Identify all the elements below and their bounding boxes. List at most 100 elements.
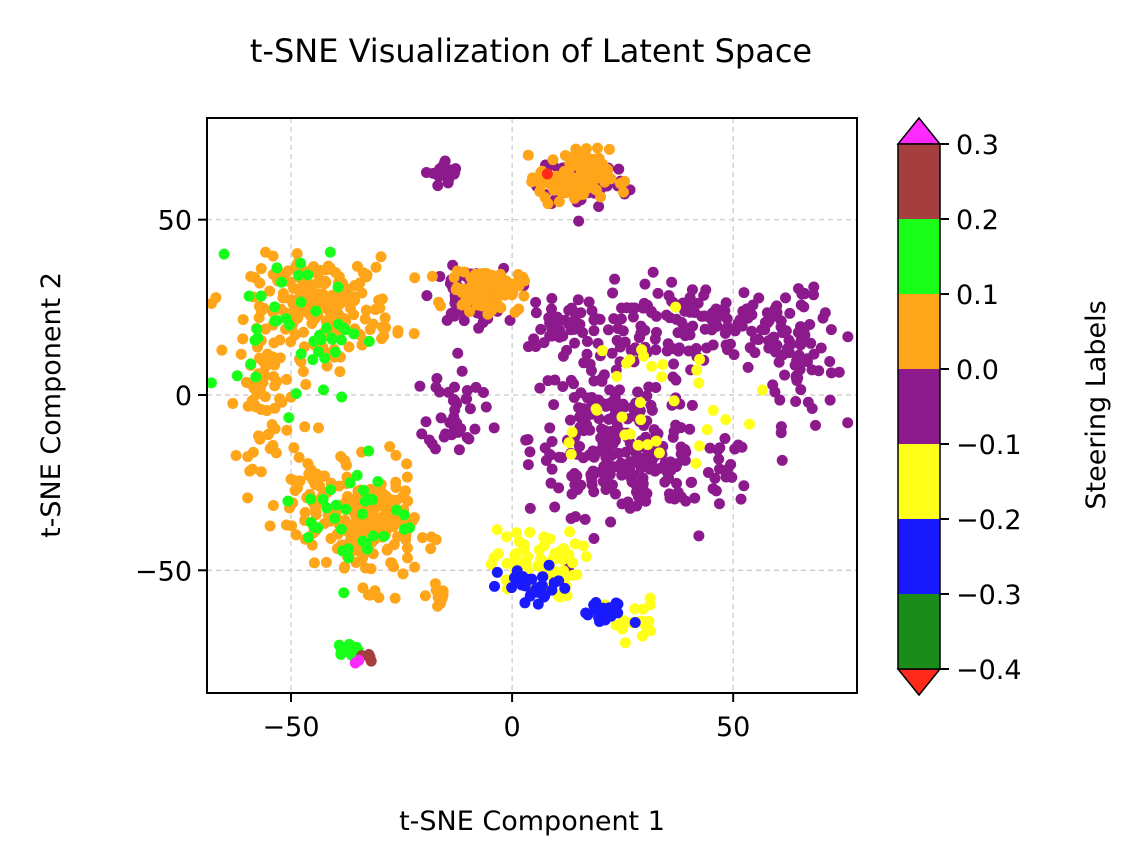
scatter-point	[613, 163, 625, 175]
colorbar-band	[898, 144, 940, 219]
scatter-point	[668, 395, 680, 407]
scatter-point	[541, 168, 553, 180]
scatter-point	[611, 461, 623, 473]
scatter-point	[603, 413, 615, 425]
scatter-point	[586, 391, 598, 403]
scatter-point	[698, 289, 710, 301]
scatter-point	[577, 452, 589, 464]
scatter-point	[216, 344, 228, 356]
scatter-point	[679, 322, 691, 334]
scatter-point	[312, 269, 324, 281]
scatter-point	[291, 248, 303, 260]
scatter-point	[250, 371, 262, 383]
scatter-point	[664, 457, 676, 469]
scatter-point	[480, 401, 492, 413]
scatter-point	[586, 479, 598, 491]
scatter-point	[714, 304, 726, 316]
scatter-point	[491, 524, 503, 536]
scatter-point	[553, 196, 565, 208]
scatter-point	[334, 366, 346, 378]
scatter-point	[348, 328, 360, 340]
scatter-point	[805, 337, 817, 349]
scatter-point	[429, 443, 441, 455]
scatter-point	[363, 445, 375, 457]
scatter-point	[670, 301, 682, 313]
scatter-point	[539, 191, 551, 203]
scatter-point	[434, 300, 446, 312]
scatter-point	[806, 403, 818, 415]
scatter-point	[509, 549, 521, 561]
scatter-point	[336, 391, 348, 403]
scatter-point	[295, 296, 307, 308]
scatter-point	[338, 587, 350, 599]
scatter-point	[707, 404, 719, 416]
scatter-point	[569, 511, 581, 523]
scatter-point	[281, 373, 293, 385]
scatter-point	[605, 425, 617, 437]
scatter-point	[567, 557, 579, 569]
scatter-point	[557, 554, 569, 566]
scatter-point	[694, 353, 706, 365]
scatter-point	[501, 557, 513, 569]
scatter-point	[650, 382, 662, 394]
scatter-point	[559, 149, 571, 161]
scatter-point	[295, 257, 307, 269]
scatter-point	[317, 384, 329, 396]
scatter-point	[326, 332, 338, 344]
scatter-point	[237, 333, 249, 345]
scatter-point	[237, 314, 249, 326]
scatter-point	[646, 360, 658, 372]
scatter-point	[307, 354, 319, 366]
colorbar-tick-label: 0.1	[956, 280, 999, 311]
scatter-point	[566, 156, 578, 168]
scatter-point	[283, 319, 295, 331]
scatter-point	[570, 143, 582, 155]
scatter-point	[267, 500, 279, 512]
scatter-point	[639, 278, 651, 290]
colorbar-over-arrow	[896, 116, 942, 145]
scatter-point	[808, 289, 820, 301]
y-tick-label: 0	[175, 381, 192, 412]
scatter-point	[644, 463, 656, 475]
scatter-point	[249, 334, 261, 346]
scatter-point	[632, 439, 644, 451]
scatter-point	[469, 423, 481, 435]
scatter-point	[572, 294, 584, 306]
scatter-point	[332, 281, 344, 293]
scatter-point	[429, 578, 441, 590]
scatter-point	[824, 394, 836, 406]
scatter-point	[517, 557, 529, 569]
scatter-point	[282, 265, 294, 277]
scatter-point	[720, 414, 732, 426]
scatter-point	[462, 292, 474, 304]
scatter-point	[544, 533, 556, 545]
scatter-point	[344, 493, 356, 505]
scatter-point	[735, 493, 747, 505]
scatter-point	[642, 439, 654, 451]
scatter-point	[565, 448, 577, 460]
scatter-point	[253, 352, 265, 364]
colorbar-under-arrow	[896, 668, 942, 697]
scatter-point	[320, 556, 332, 568]
scatter-point	[548, 577, 560, 589]
scatter-point	[775, 427, 787, 439]
scatter-point	[473, 294, 485, 306]
scatter-point	[626, 476, 638, 488]
scatter-point	[580, 170, 592, 182]
y-tick-label: 50	[158, 206, 192, 237]
scatter-point	[235, 348, 247, 360]
scatter-point	[329, 512, 341, 524]
scatter-point	[691, 364, 703, 376]
scatter-point	[506, 582, 518, 594]
scatter-point	[325, 484, 337, 496]
scatter-point	[348, 293, 360, 305]
scatter-point	[558, 543, 570, 555]
scatter-point	[556, 452, 568, 464]
scatter-point	[588, 599, 600, 611]
scatter-point	[566, 302, 578, 314]
scatter-point	[263, 428, 275, 440]
scatter-point	[577, 540, 589, 552]
scatter-point	[566, 426, 578, 438]
scatter-point	[572, 483, 584, 495]
scatter-point	[343, 341, 355, 353]
